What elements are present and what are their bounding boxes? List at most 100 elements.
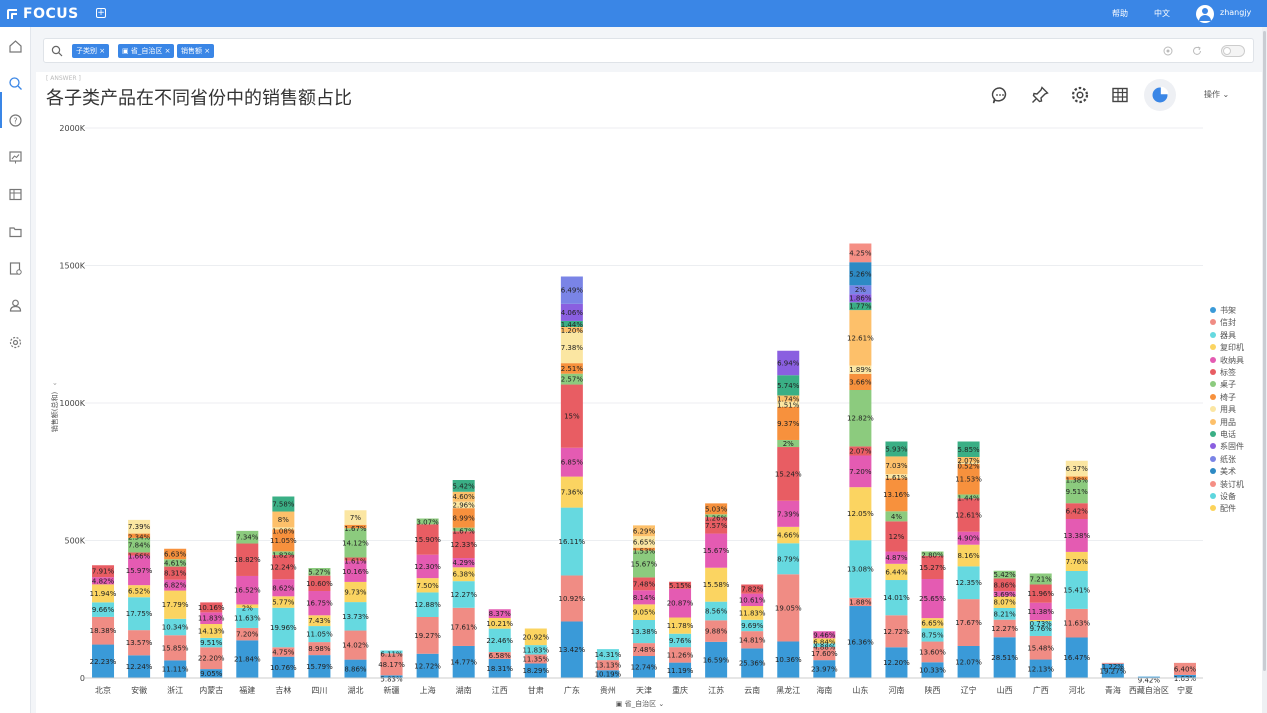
search-bar[interactable]: 子类别 × ▣ 省_自治区 × 销售额 × [43, 38, 1254, 63]
user-name[interactable]: zhangjy [1220, 8, 1252, 17]
new-tab-icon[interactable]: + [96, 8, 106, 18]
pin-icon[interactable] [1030, 85, 1050, 105]
legend-item[interactable]: 纸张 [1210, 454, 1236, 466]
bar-segment [488, 609, 511, 618]
data-label: 13.38% [631, 628, 658, 636]
legend-item[interactable]: 器具 [1210, 330, 1236, 342]
x-tick-label: 宁夏 [1177, 685, 1193, 695]
focus-logo[interactable]: FOCUS [5, 5, 79, 23]
table-icon[interactable] [8, 187, 23, 202]
data-label: 2.07% [957, 457, 980, 465]
legend-item[interactable]: 书架 [1210, 305, 1236, 317]
legend-item[interactable]: 装订机 [1210, 479, 1244, 491]
toggle-switch[interactable] [1221, 45, 1245, 57]
data-label: 17.61% [450, 623, 477, 631]
search-chip[interactable]: 子类别 × [72, 44, 110, 58]
x-tick-label: 福建 [239, 685, 255, 695]
data-label: 4.61% [164, 559, 187, 567]
bar-segment [560, 507, 583, 576]
bar-segment [633, 550, 655, 578]
settings-icon[interactable] [8, 335, 23, 350]
bar-segment [344, 630, 367, 660]
close-icon[interactable]: × [99, 47, 106, 55]
data-label: 28.51% [991, 654, 1018, 662]
data-label: 12.24% [270, 564, 297, 572]
bar-segment [813, 643, 836, 648]
data-label: 11.83% [522, 646, 549, 654]
legend-label: 复印机 [1220, 343, 1244, 353]
bar-segment [272, 551, 295, 555]
folder-icon[interactable] [8, 224, 23, 239]
legend-item[interactable]: 配件 [1210, 503, 1236, 515]
bar-segment [1029, 635, 1052, 660]
user-icon[interactable] [8, 298, 23, 313]
data-label: 13.60% [919, 648, 946, 656]
operations-menu[interactable]: 操作 ⌄ [1204, 89, 1229, 100]
legend-item[interactable]: 标签 [1210, 367, 1236, 379]
bar-segment [993, 637, 1016, 678]
bar-segment [885, 511, 908, 522]
table-view-icon[interactable] [1110, 85, 1130, 105]
bar-segment [344, 510, 367, 525]
data-label: 2% [783, 440, 794, 448]
data-label: 20.92% [522, 633, 549, 641]
legend-item[interactable]: 用品 [1210, 417, 1236, 429]
bar-segment [849, 540, 872, 598]
bar-segment [921, 551, 944, 556]
gear-icon[interactable] [1070, 85, 1090, 105]
data-label: 1.22% [1102, 663, 1125, 671]
bar-segment [1029, 620, 1052, 622]
search-chip[interactable]: ▣ 省_自治区 × [118, 44, 175, 58]
data-label: 16.47% [1063, 654, 1090, 662]
data-label: 19.27% [414, 632, 441, 640]
data-label: 15.41% [1063, 586, 1090, 594]
search-icon[interactable] [8, 76, 23, 91]
legend-item[interactable]: 信封 [1210, 317, 1236, 329]
bar-segment [164, 548, 187, 560]
data-label: 2.34% [128, 534, 151, 542]
y-tick-label: 500K [64, 537, 85, 546]
data-label: 18.82% [234, 556, 261, 564]
legend-item[interactable]: 设备 [1210, 491, 1236, 503]
bar-segment [669, 647, 692, 663]
dashboard-icon[interactable] [8, 150, 23, 165]
comment-icon[interactable] [990, 85, 1010, 105]
legend-item[interactable]: 椅子 [1210, 392, 1236, 404]
bar-segment [236, 604, 259, 608]
close-icon[interactable]: × [204, 47, 211, 55]
data-settings-icon[interactable] [8, 261, 23, 276]
clear-icon[interactable] [1163, 46, 1173, 56]
page-scrollbar[interactable] [1262, 27, 1267, 713]
data-label: 11.63% [1063, 620, 1090, 628]
data-label: 6.42% [1066, 508, 1089, 516]
legend-item[interactable]: 收纳具 [1210, 355, 1244, 367]
legend-item[interactable]: 复印机 [1210, 342, 1244, 354]
close-icon[interactable]: × [164, 47, 171, 55]
data-label: 6.65% [921, 620, 944, 628]
data-label: 18.29% [522, 667, 549, 675]
legend-item[interactable]: 电话 [1210, 429, 1236, 441]
language-switch[interactable]: 中文 [1154, 9, 1170, 18]
legend-item[interactable]: 桌子 [1210, 379, 1236, 391]
help-icon[interactable]: ? [8, 113, 23, 128]
legend-item[interactable]: 系固件 [1210, 441, 1244, 453]
legend-item[interactable]: 用具 [1210, 404, 1236, 416]
bar-segment [380, 650, 403, 654]
x-tick-label: 陕西 [925, 685, 941, 695]
home-icon[interactable] [8, 39, 23, 54]
data-label: 1.44% [957, 494, 980, 502]
legend-dot-icon [1210, 393, 1216, 400]
data-label: 6.44% [885, 568, 908, 576]
data-label: 13.57% [126, 639, 153, 647]
bar-segment [741, 606, 764, 620]
legend-item[interactable]: 美术 [1210, 466, 1236, 478]
avatar[interactable] [1196, 5, 1214, 23]
bar-segment [272, 527, 295, 530]
data-label: 1.44% [561, 321, 584, 329]
bar-segment [957, 645, 980, 678]
refresh-icon[interactable] [1192, 46, 1202, 56]
bar-segment [1029, 602, 1052, 621]
pie-chart-icon[interactable] [1150, 85, 1170, 105]
search-chip[interactable]: 销售额 × [177, 44, 215, 58]
help-link[interactable]: 帮助 [1112, 9, 1128, 18]
